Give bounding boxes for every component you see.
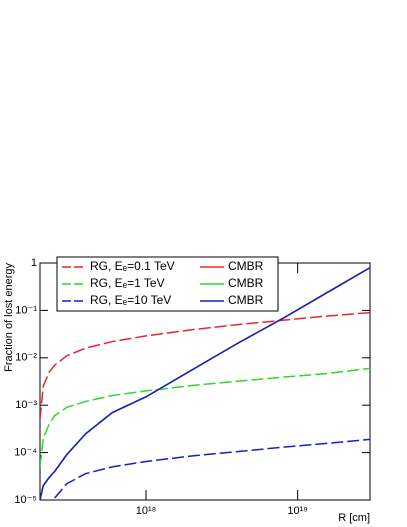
legend-label: CMBR — [228, 259, 264, 273]
legend-box — [56, 256, 279, 312]
y-tick-label: 10⁻⁵ — [14, 494, 37, 506]
series-line — [40, 266, 370, 500]
y-tick-label: 10⁻² — [15, 352, 37, 364]
legend-label: RG, Eₑ=0.1 TeV — [90, 259, 175, 273]
legend-label: CMBR — [228, 293, 264, 307]
y-axis-label: Fraction of lost energy — [3, 263, 15, 372]
legend-label: RG, Eₑ=1 TeV — [90, 276, 165, 290]
series-line — [40, 311, 370, 420]
x-tick-label: 10¹⁸ — [136, 505, 157, 517]
x-tick-label: 10¹⁹ — [287, 505, 308, 517]
curves — [40, 266, 370, 500]
y-tick-label: 1 — [31, 257, 37, 269]
y-tick-label: 10⁻⁴ — [14, 447, 37, 459]
series-line — [40, 367, 370, 467]
legend-label: CMBR — [228, 276, 264, 290]
y-tick-label: 10⁻³ — [15, 399, 37, 411]
legend-label: RG, Eₑ=10 TeV — [90, 293, 171, 307]
y-tick-label: 10⁻¹ — [15, 304, 37, 316]
x-axis-label: R [cm] — [338, 512, 370, 524]
series-line — [54, 438, 370, 499]
